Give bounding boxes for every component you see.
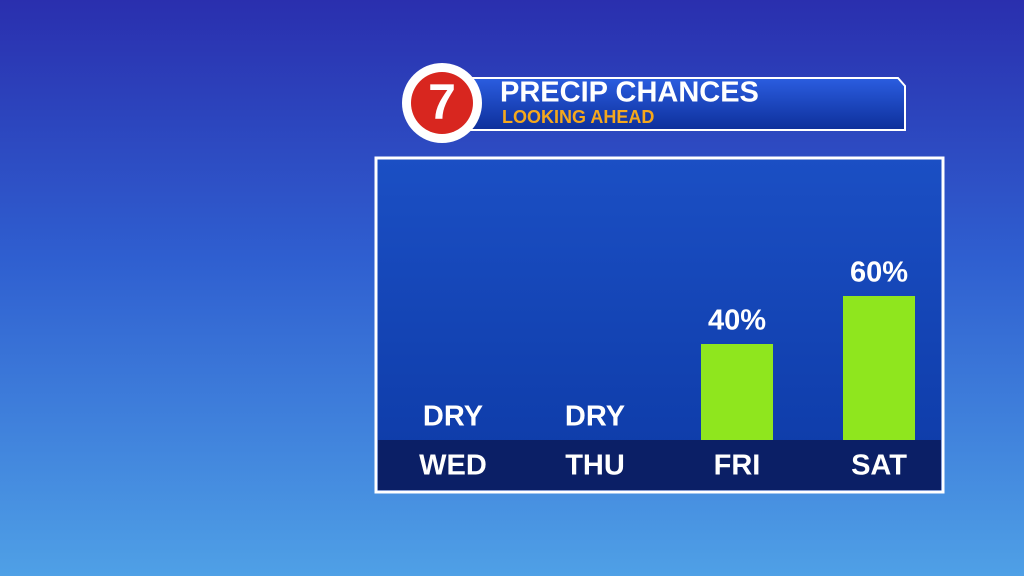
bar: [843, 296, 915, 440]
x-tick-label: WED: [419, 450, 487, 482]
logo: 7: [428, 74, 456, 130]
day-band: [378, 440, 941, 490]
logo-disc: [411, 72, 473, 134]
value-label: 60%: [850, 257, 908, 289]
x-tick-label: THU: [565, 450, 625, 482]
value-label: DRY: [423, 401, 483, 433]
x-tick-label: SAT: [851, 450, 907, 482]
bar: [701, 344, 773, 440]
value-label: DRY: [565, 401, 625, 433]
chart-subtitle: LOOKING AHEAD: [502, 107, 654, 127]
value-label: 40%: [708, 305, 766, 337]
x-tick-label: FRI: [714, 450, 761, 482]
chart-title: PRECIP CHANCES: [500, 77, 759, 109]
